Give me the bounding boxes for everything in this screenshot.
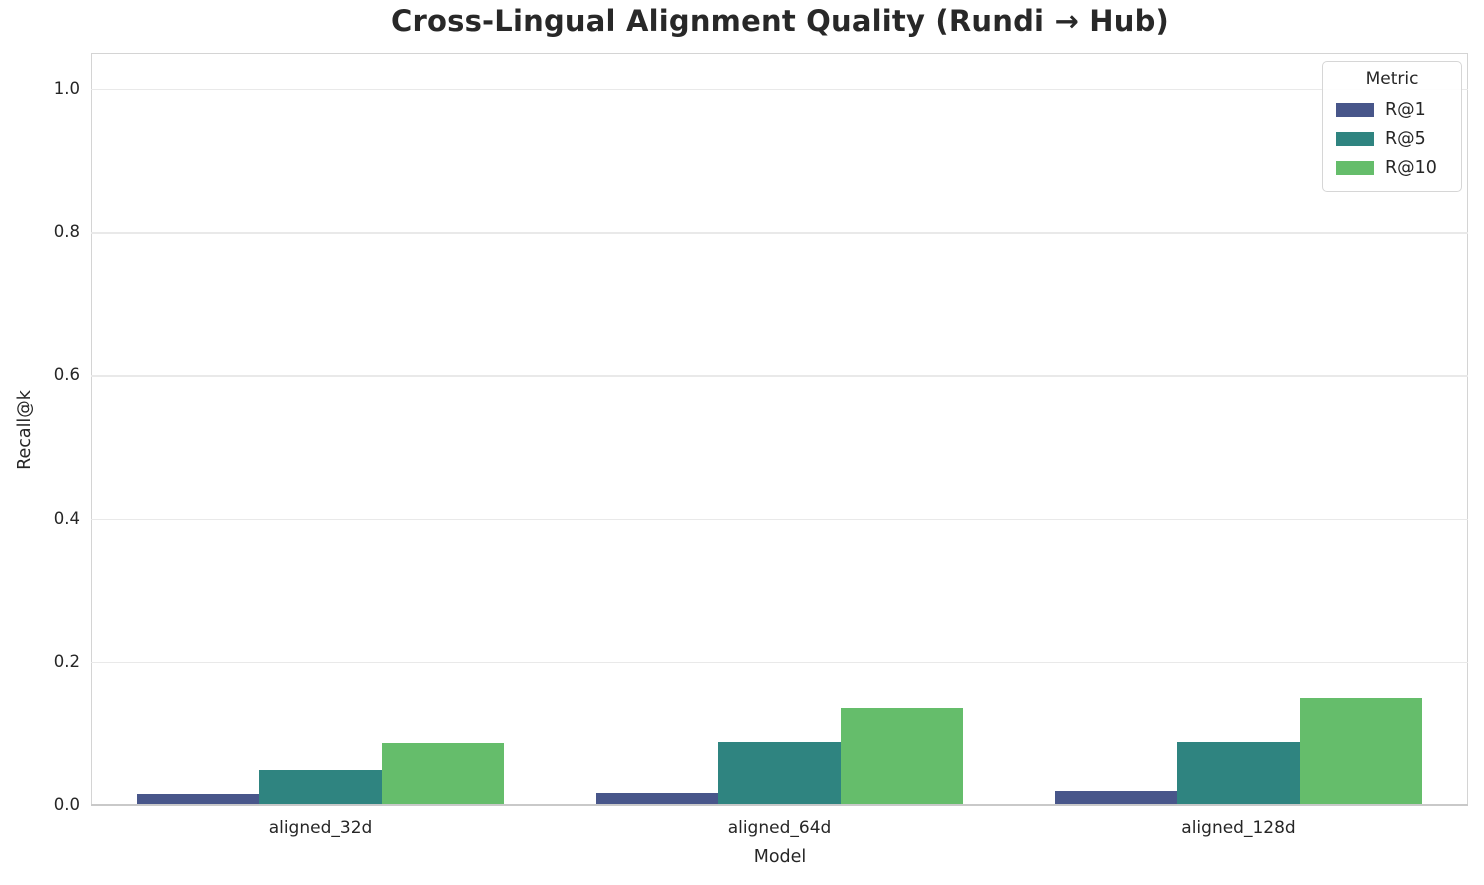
legend-label: R@1 — [1385, 99, 1426, 120]
bar-R@5-aligned_64d — [718, 741, 841, 805]
legend-swatch-icon — [1336, 131, 1374, 146]
y-tick-label-1.0: 1.0 — [53, 78, 80, 98]
x-tick-label-aligned_64d: aligned_64d — [727, 818, 832, 838]
bar-R@10-aligned_128d — [1299, 698, 1423, 805]
chart-title: Cross-Lingual Alignment Quality (Rundi →… — [391, 4, 1169, 38]
legend-entries: R@1 R@5 R@10 — [1323, 95, 1461, 182]
legend-title: Metric — [1365, 69, 1419, 89]
legend-item-R@5: R@5 — [1323, 124, 1461, 153]
gridline-1.0 — [91, 88, 1468, 91]
gridline-0.8 — [91, 232, 1468, 234]
legend-item-R@1: R@1 — [1323, 95, 1461, 124]
gridline-0.4 — [91, 518, 1468, 521]
y-tick-label-0.0: 0.0 — [53, 795, 80, 814]
bar-R@10-aligned_32d — [381, 742, 505, 805]
legend-item-R@10: R@10 — [1323, 153, 1461, 182]
gridline-0.6 — [91, 375, 1468, 377]
x-tick-label-aligned_128d: aligned_128d — [1181, 818, 1296, 838]
bar-R@1-aligned_64d — [595, 792, 719, 805]
y-axis-label: Recall@k — [15, 390, 35, 470]
legend-swatch-icon — [1336, 160, 1374, 175]
y-tick-label-0.2: 0.2 — [53, 651, 80, 671]
bar-R@1-aligned_32d — [136, 794, 260, 805]
legend-label: R@10 — [1385, 157, 1437, 178]
x-axis-line — [91, 804, 1468, 806]
gridline-0.2 — [91, 661, 1468, 664]
y-tick-label-0.8: 0.8 — [53, 222, 80, 242]
bar-R@5-aligned_32d — [259, 769, 382, 805]
y-tick-label-0.4: 0.4 — [53, 508, 80, 528]
y-tick-label-0.6: 0.6 — [53, 365, 80, 385]
bar-R@1-aligned_128d — [1054, 790, 1178, 805]
bar-R@10-aligned_64d — [840, 708, 964, 805]
plot-area — [91, 53, 1468, 805]
legend-label: R@5 — [1385, 128, 1426, 149]
bar-R@5-aligned_128d — [1177, 741, 1300, 805]
x-tick-label-aligned_32d: aligned_32d — [268, 818, 373, 838]
legend: Metric R@1 R@5 R@10 — [1322, 61, 1462, 192]
x-axis-label: Model — [753, 847, 807, 867]
legend-swatch-icon — [1336, 102, 1374, 117]
